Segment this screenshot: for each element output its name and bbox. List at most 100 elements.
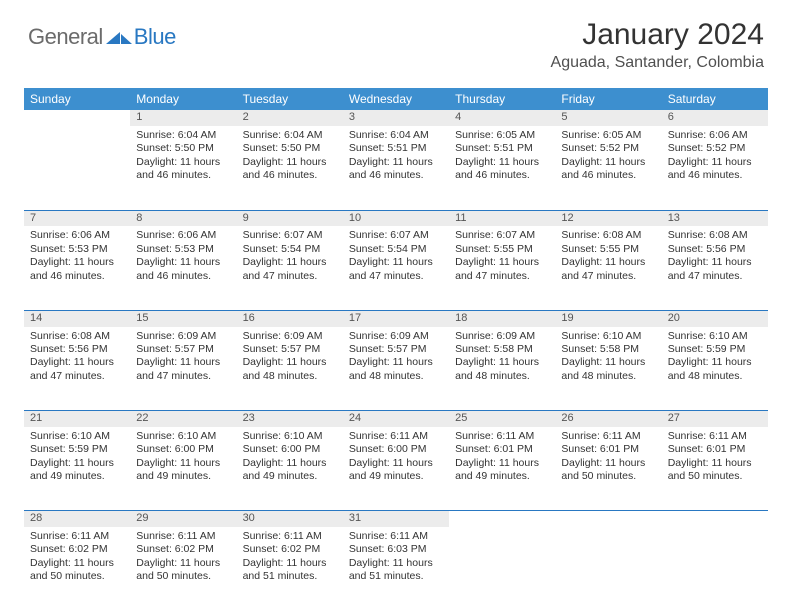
daylight-text: Daylight: 11 hours and 46 minutes. xyxy=(136,156,230,183)
daylight-text: Daylight: 11 hours and 48 minutes. xyxy=(561,356,655,383)
calendar-table: Sunday Monday Tuesday Wednesday Thursday… xyxy=(24,88,768,611)
day-content-cell: Sunrise: 6:06 AMSunset: 5:53 PMDaylight:… xyxy=(130,226,236,310)
day-content-cell: Sunrise: 6:04 AMSunset: 5:51 PMDaylight:… xyxy=(343,126,449,210)
day-content-cell xyxy=(24,126,130,210)
sunset-text: Sunset: 5:57 PM xyxy=(243,343,337,356)
day-content-cell xyxy=(449,527,555,611)
day-number-cell: 25 xyxy=(449,411,555,427)
day-number-cell: 6 xyxy=(662,110,768,126)
day-number-cell xyxy=(24,110,130,126)
day-content-cell: Sunrise: 6:10 AMSunset: 6:00 PMDaylight:… xyxy=(130,427,236,511)
sunset-text: Sunset: 5:51 PM xyxy=(349,142,443,155)
day-content-cell xyxy=(662,527,768,611)
daylight-text: Daylight: 11 hours and 46 minutes. xyxy=(668,156,762,183)
sunset-text: Sunset: 5:56 PM xyxy=(30,343,124,356)
weekday-header: Friday xyxy=(555,88,661,110)
sunrise-text: Sunrise: 6:06 AM xyxy=(30,229,124,242)
day-content-cell: Sunrise: 6:07 AMSunset: 5:54 PMDaylight:… xyxy=(343,226,449,310)
sunset-text: Sunset: 6:00 PM xyxy=(349,443,443,456)
day-content-cell: Sunrise: 6:06 AMSunset: 5:53 PMDaylight:… xyxy=(24,226,130,310)
sunrise-text: Sunrise: 6:09 AM xyxy=(136,330,230,343)
sunrise-text: Sunrise: 6:10 AM xyxy=(668,330,762,343)
sunrise-text: Sunrise: 6:05 AM xyxy=(561,129,655,142)
sunset-text: Sunset: 6:00 PM xyxy=(136,443,230,456)
sunrise-text: Sunrise: 6:07 AM xyxy=(455,229,549,242)
day-content-cell: Sunrise: 6:10 AMSunset: 5:59 PMDaylight:… xyxy=(24,427,130,511)
sunrise-text: Sunrise: 6:07 AM xyxy=(349,229,443,242)
daylight-text: Daylight: 11 hours and 46 minutes. xyxy=(136,256,230,283)
weekday-header: Wednesday xyxy=(343,88,449,110)
sunset-text: Sunset: 6:01 PM xyxy=(561,443,655,456)
sunset-text: Sunset: 5:52 PM xyxy=(668,142,762,155)
day-content-cell: Sunrise: 6:08 AMSunset: 5:55 PMDaylight:… xyxy=(555,226,661,310)
day-content-cell: Sunrise: 6:10 AMSunset: 5:59 PMDaylight:… xyxy=(662,327,768,411)
day-content-cell: Sunrise: 6:11 AMSunset: 6:02 PMDaylight:… xyxy=(130,527,236,611)
sunset-text: Sunset: 6:01 PM xyxy=(668,443,762,456)
sunset-text: Sunset: 5:58 PM xyxy=(455,343,549,356)
location-subtitle: Aguada, Santander, Colombia xyxy=(551,54,764,72)
logo: General Blue xyxy=(28,24,176,50)
day-content-cell: Sunrise: 6:08 AMSunset: 5:56 PMDaylight:… xyxy=(24,327,130,411)
day-number-cell: 22 xyxy=(130,411,236,427)
day-content-cell: Sunrise: 6:04 AMSunset: 5:50 PMDaylight:… xyxy=(237,126,343,210)
sunset-text: Sunset: 5:54 PM xyxy=(349,243,443,256)
sunrise-text: Sunrise: 6:11 AM xyxy=(243,530,337,543)
daylight-text: Daylight: 11 hours and 48 minutes. xyxy=(455,356,549,383)
daylight-text: Daylight: 11 hours and 47 minutes. xyxy=(668,256,762,283)
sunset-text: Sunset: 5:59 PM xyxy=(30,443,124,456)
daylight-text: Daylight: 11 hours and 48 minutes. xyxy=(668,356,762,383)
sunrise-text: Sunrise: 6:07 AM xyxy=(243,229,337,242)
day-number-cell: 8 xyxy=(130,210,236,226)
daylight-text: Daylight: 11 hours and 47 minutes. xyxy=(30,356,124,383)
day-content-cell: Sunrise: 6:11 AMSunset: 6:02 PMDaylight:… xyxy=(24,527,130,611)
daylight-text: Daylight: 11 hours and 49 minutes. xyxy=(136,457,230,484)
logo-text-blue: Blue xyxy=(134,24,176,50)
day-number-cell: 28 xyxy=(24,511,130,527)
day-number-row: 21222324252627 xyxy=(24,411,768,427)
day-number-cell: 18 xyxy=(449,310,555,326)
day-number-cell: 21 xyxy=(24,411,130,427)
day-number-cell: 7 xyxy=(24,210,130,226)
daylight-text: Daylight: 11 hours and 47 minutes. xyxy=(349,256,443,283)
day-number-cell: 20 xyxy=(662,310,768,326)
day-number-row: 14151617181920 xyxy=(24,310,768,326)
day-content-cell: Sunrise: 6:11 AMSunset: 6:03 PMDaylight:… xyxy=(343,527,449,611)
sunset-text: Sunset: 5:56 PM xyxy=(668,243,762,256)
daylight-text: Daylight: 11 hours and 47 minutes. xyxy=(561,256,655,283)
day-content-row: Sunrise: 6:08 AMSunset: 5:56 PMDaylight:… xyxy=(24,327,768,411)
day-number-cell: 12 xyxy=(555,210,661,226)
day-content-cell: Sunrise: 6:11 AMSunset: 6:02 PMDaylight:… xyxy=(237,527,343,611)
day-content-cell: Sunrise: 6:09 AMSunset: 5:57 PMDaylight:… xyxy=(237,327,343,411)
daylight-text: Daylight: 11 hours and 51 minutes. xyxy=(243,557,337,584)
day-number-cell: 27 xyxy=(662,411,768,427)
daylight-text: Daylight: 11 hours and 49 minutes. xyxy=(30,457,124,484)
day-number-cell: 3 xyxy=(343,110,449,126)
sunset-text: Sunset: 5:57 PM xyxy=(349,343,443,356)
day-number-cell: 9 xyxy=(237,210,343,226)
day-number-cell: 30 xyxy=(237,511,343,527)
day-content-cell: Sunrise: 6:07 AMSunset: 5:55 PMDaylight:… xyxy=(449,226,555,310)
day-number-cell: 1 xyxy=(130,110,236,126)
sunset-text: Sunset: 5:59 PM xyxy=(668,343,762,356)
day-number-cell: 31 xyxy=(343,511,449,527)
day-number-cell: 19 xyxy=(555,310,661,326)
sunset-text: Sunset: 5:50 PM xyxy=(136,142,230,155)
daylight-text: Daylight: 11 hours and 46 minutes. xyxy=(30,256,124,283)
day-number-cell: 15 xyxy=(130,310,236,326)
day-number-cell xyxy=(555,511,661,527)
sunrise-text: Sunrise: 6:10 AM xyxy=(561,330,655,343)
day-number-cell xyxy=(662,511,768,527)
sunrise-text: Sunrise: 6:11 AM xyxy=(349,430,443,443)
weekday-header: Thursday xyxy=(449,88,555,110)
title-block: January 2024 Aguada, Santander, Colombia xyxy=(551,18,764,72)
sunrise-text: Sunrise: 6:10 AM xyxy=(136,430,230,443)
daylight-text: Daylight: 11 hours and 50 minutes. xyxy=(136,557,230,584)
day-number-cell: 26 xyxy=(555,411,661,427)
daylight-text: Daylight: 11 hours and 49 minutes. xyxy=(349,457,443,484)
day-number-cell: 13 xyxy=(662,210,768,226)
weekday-header: Sunday xyxy=(24,88,130,110)
sunset-text: Sunset: 6:00 PM xyxy=(243,443,337,456)
sunset-text: Sunset: 5:52 PM xyxy=(561,142,655,155)
day-number-cell: 29 xyxy=(130,511,236,527)
daylight-text: Daylight: 11 hours and 46 minutes. xyxy=(561,156,655,183)
